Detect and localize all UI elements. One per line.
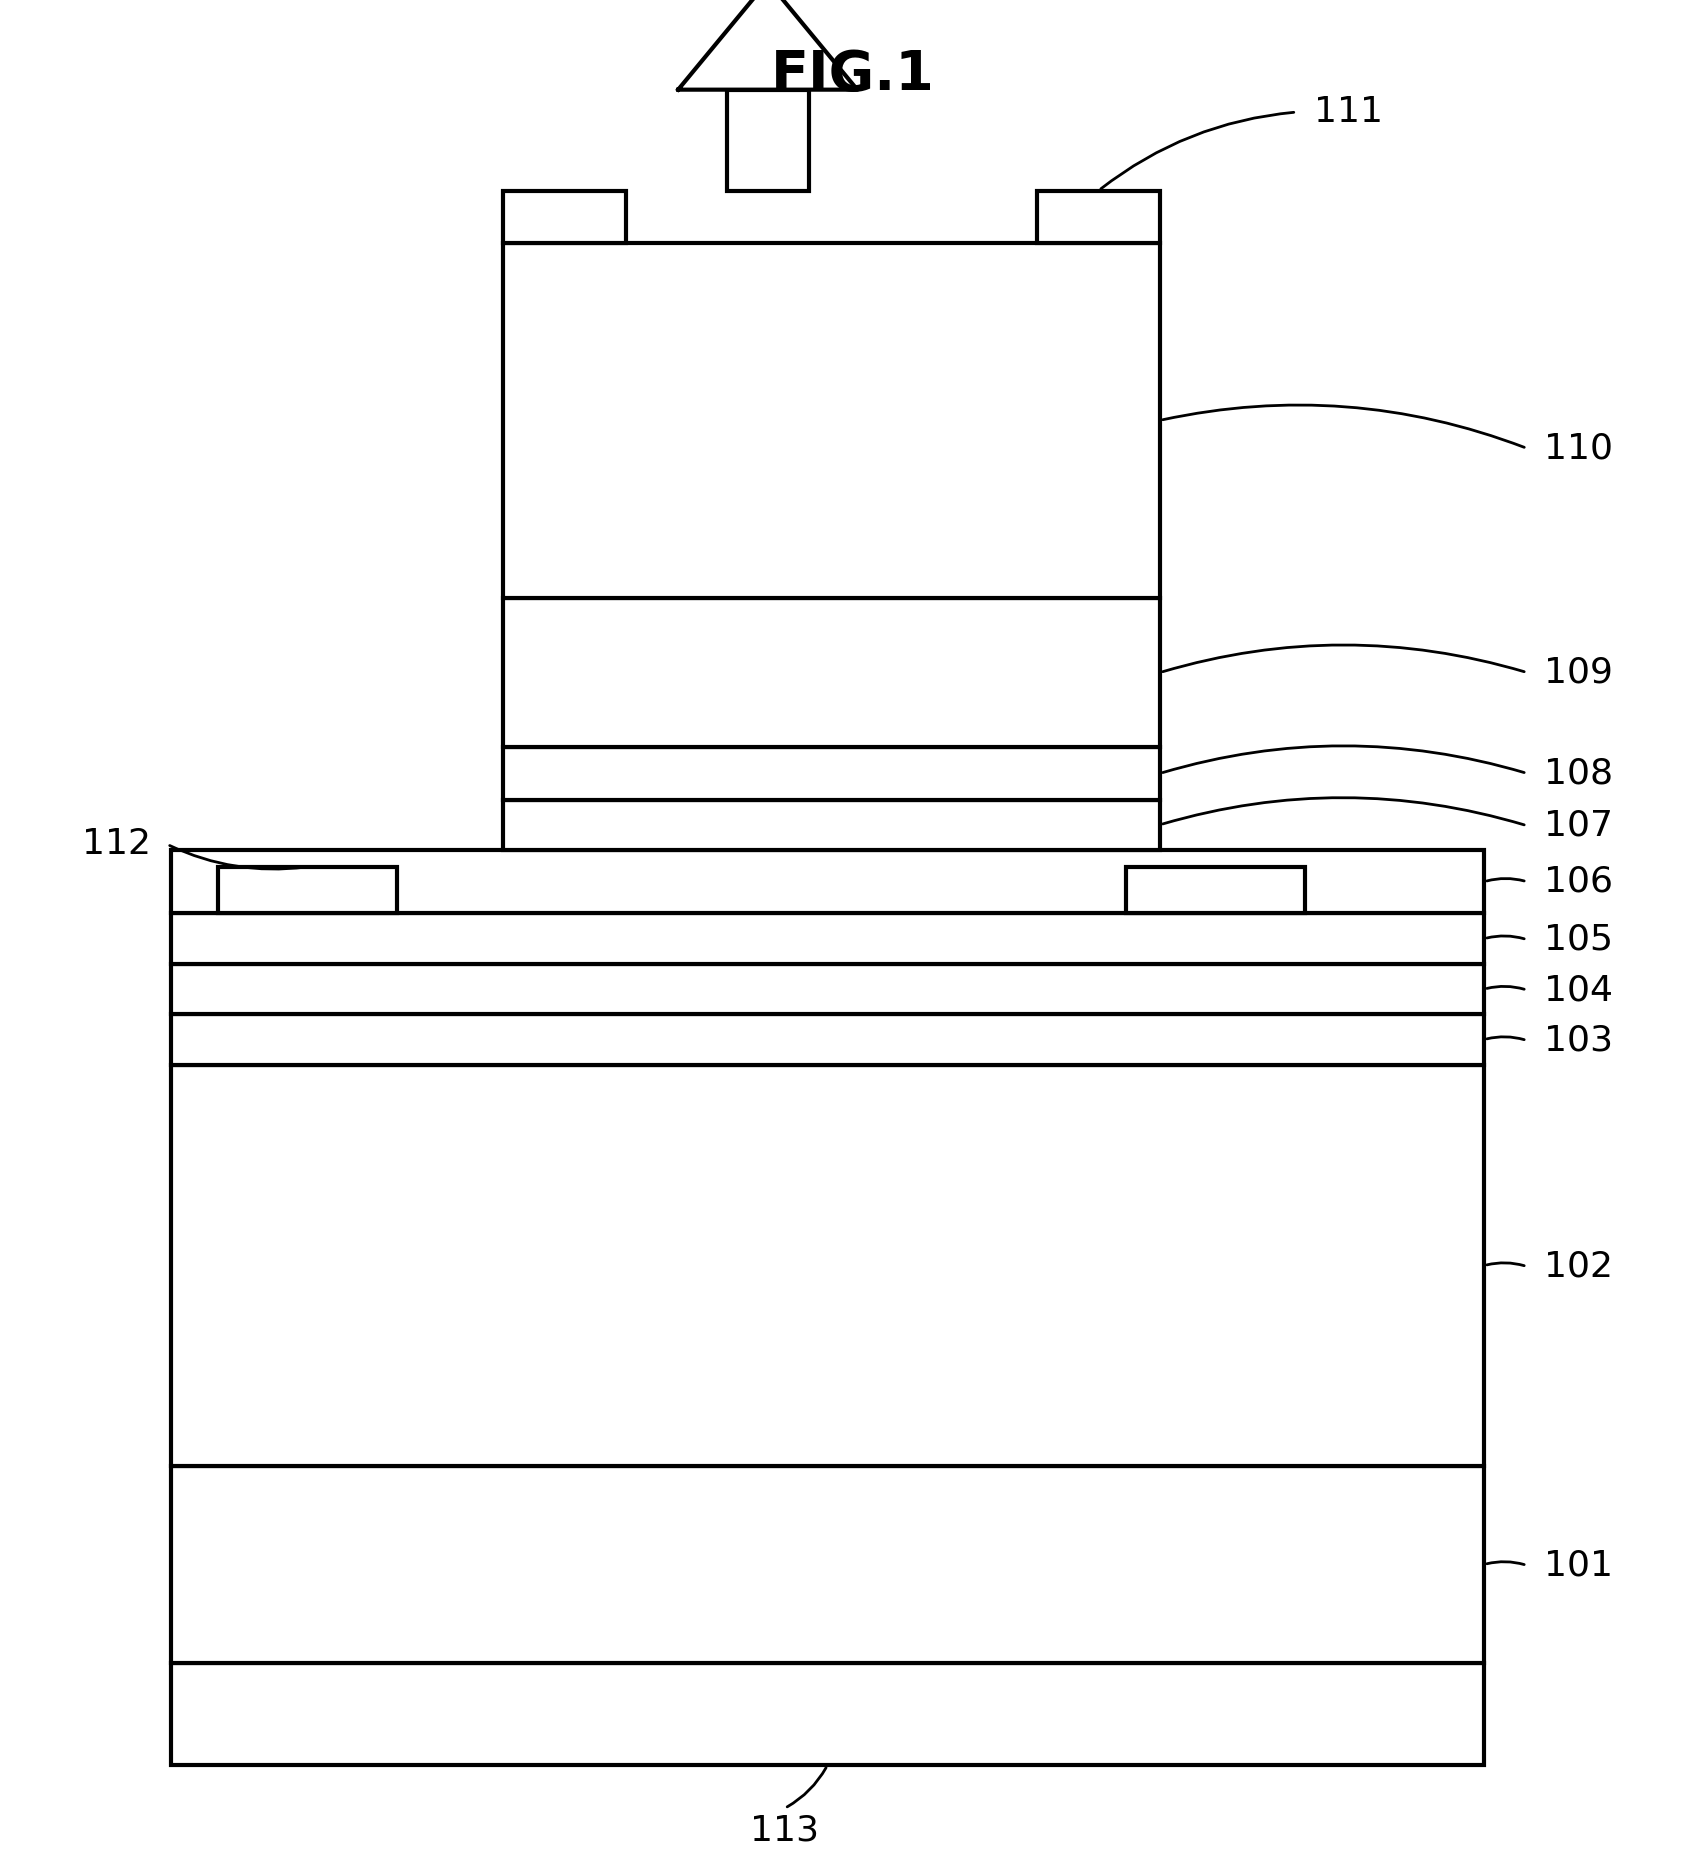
Text: 103: 103: [1543, 1024, 1611, 1057]
Bar: [170, 1663, 1483, 1765]
Bar: [170, 1466, 1483, 1663]
Bar: [726, 90, 808, 191]
Text: 112: 112: [82, 828, 150, 861]
Text: 110: 110: [1543, 432, 1611, 465]
Text: 104: 104: [1543, 973, 1611, 1007]
Bar: [170, 964, 1483, 1014]
Text: 105: 105: [1543, 923, 1611, 956]
Bar: [503, 800, 1159, 850]
Text: 101: 101: [1543, 1549, 1611, 1582]
Bar: [503, 243, 1159, 598]
Bar: [170, 850, 1483, 913]
Text: 102: 102: [1543, 1250, 1611, 1283]
Bar: [503, 598, 1159, 747]
Text: 109: 109: [1543, 656, 1611, 689]
Bar: [503, 747, 1159, 800]
Text: 108: 108: [1543, 757, 1613, 790]
Bar: [170, 1014, 1483, 1065]
Bar: [218, 867, 397, 913]
Text: 107: 107: [1543, 809, 1611, 842]
Bar: [170, 913, 1483, 964]
Text: 111: 111: [1313, 95, 1381, 129]
Bar: [503, 191, 626, 243]
Text: FIG.1: FIG.1: [771, 49, 934, 101]
Text: 106: 106: [1543, 865, 1611, 899]
Bar: [1037, 191, 1159, 243]
Polygon shape: [677, 0, 856, 90]
Bar: [170, 1065, 1483, 1466]
Text: 113: 113: [750, 1814, 818, 1847]
Bar: [1125, 867, 1304, 913]
